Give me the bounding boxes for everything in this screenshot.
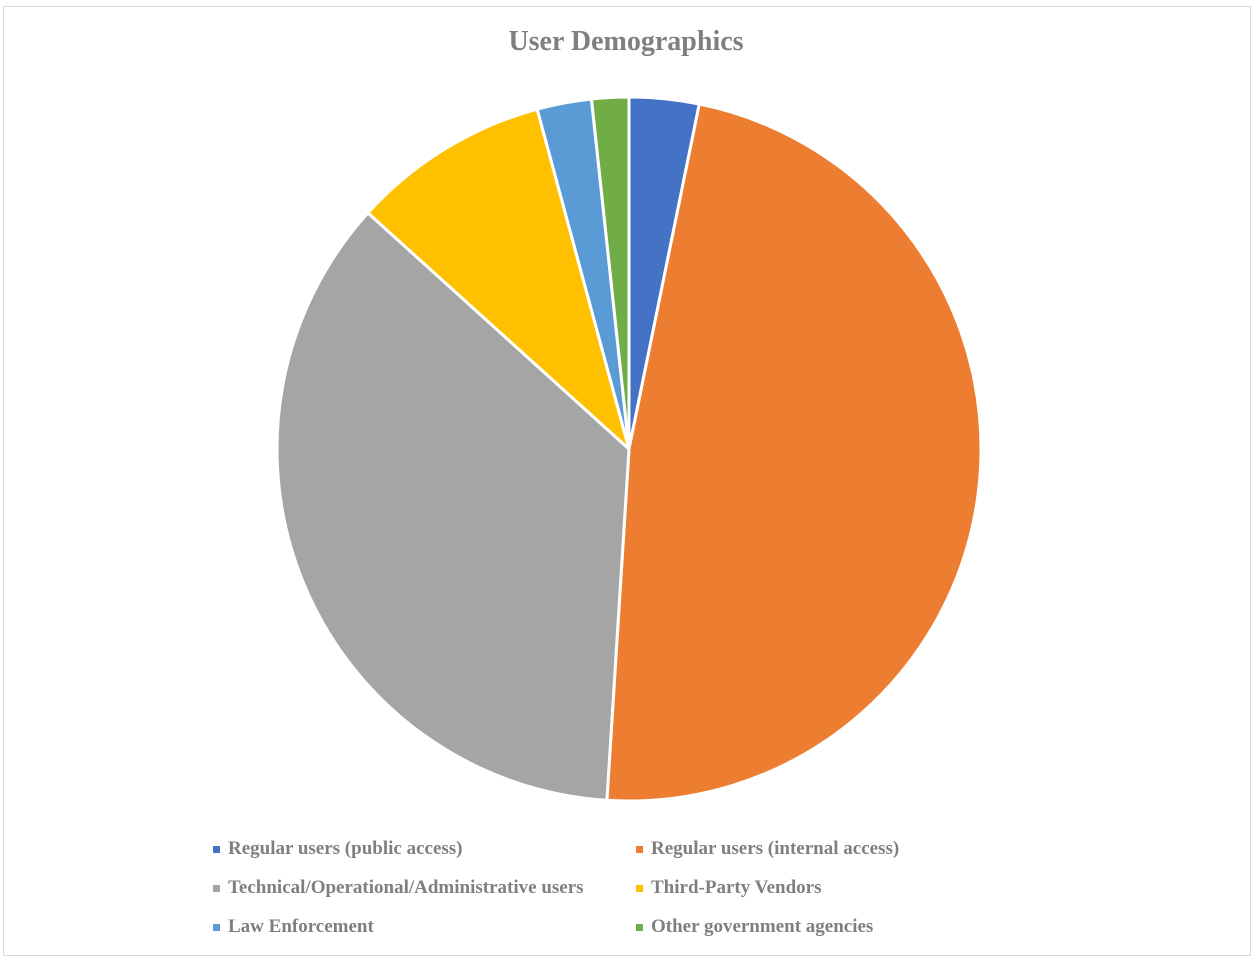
legend-swatch (636, 923, 643, 931)
legend-label: Law Enforcement (228, 916, 374, 937)
pie-slice-1 (605, 102, 983, 803)
legend-item: Other government agencies (636, 916, 873, 938)
legend-item: Regular users (public access) (213, 838, 463, 860)
legend-label: Regular users (internal access) (651, 838, 900, 859)
legend-item: Technical/Operational/Administrative use… (213, 877, 584, 899)
legend-label: Technical/Operational/Administrative use… (228, 877, 584, 898)
legend-swatch (636, 884, 643, 892)
pie-slice-2 (275, 211, 631, 802)
pie-slice-5 (589, 95, 631, 451)
legend-item: Law Enforcement (213, 916, 374, 938)
legend-swatch (213, 884, 220, 892)
legend-label: Third-Party Vendors (651, 877, 822, 898)
legend-item: Third-Party Vendors (636, 877, 822, 899)
chart-title: User Demographics (508, 26, 744, 57)
pie-slice-3 (366, 107, 631, 451)
legend-swatch (636, 845, 643, 853)
legend-swatch (213, 845, 220, 853)
legend-item: Regular users (internal access) (636, 838, 899, 860)
legend-swatch (213, 923, 220, 931)
legend-label: Other government agencies (651, 916, 874, 937)
legend-label: Regular users (public access) (228, 838, 463, 859)
